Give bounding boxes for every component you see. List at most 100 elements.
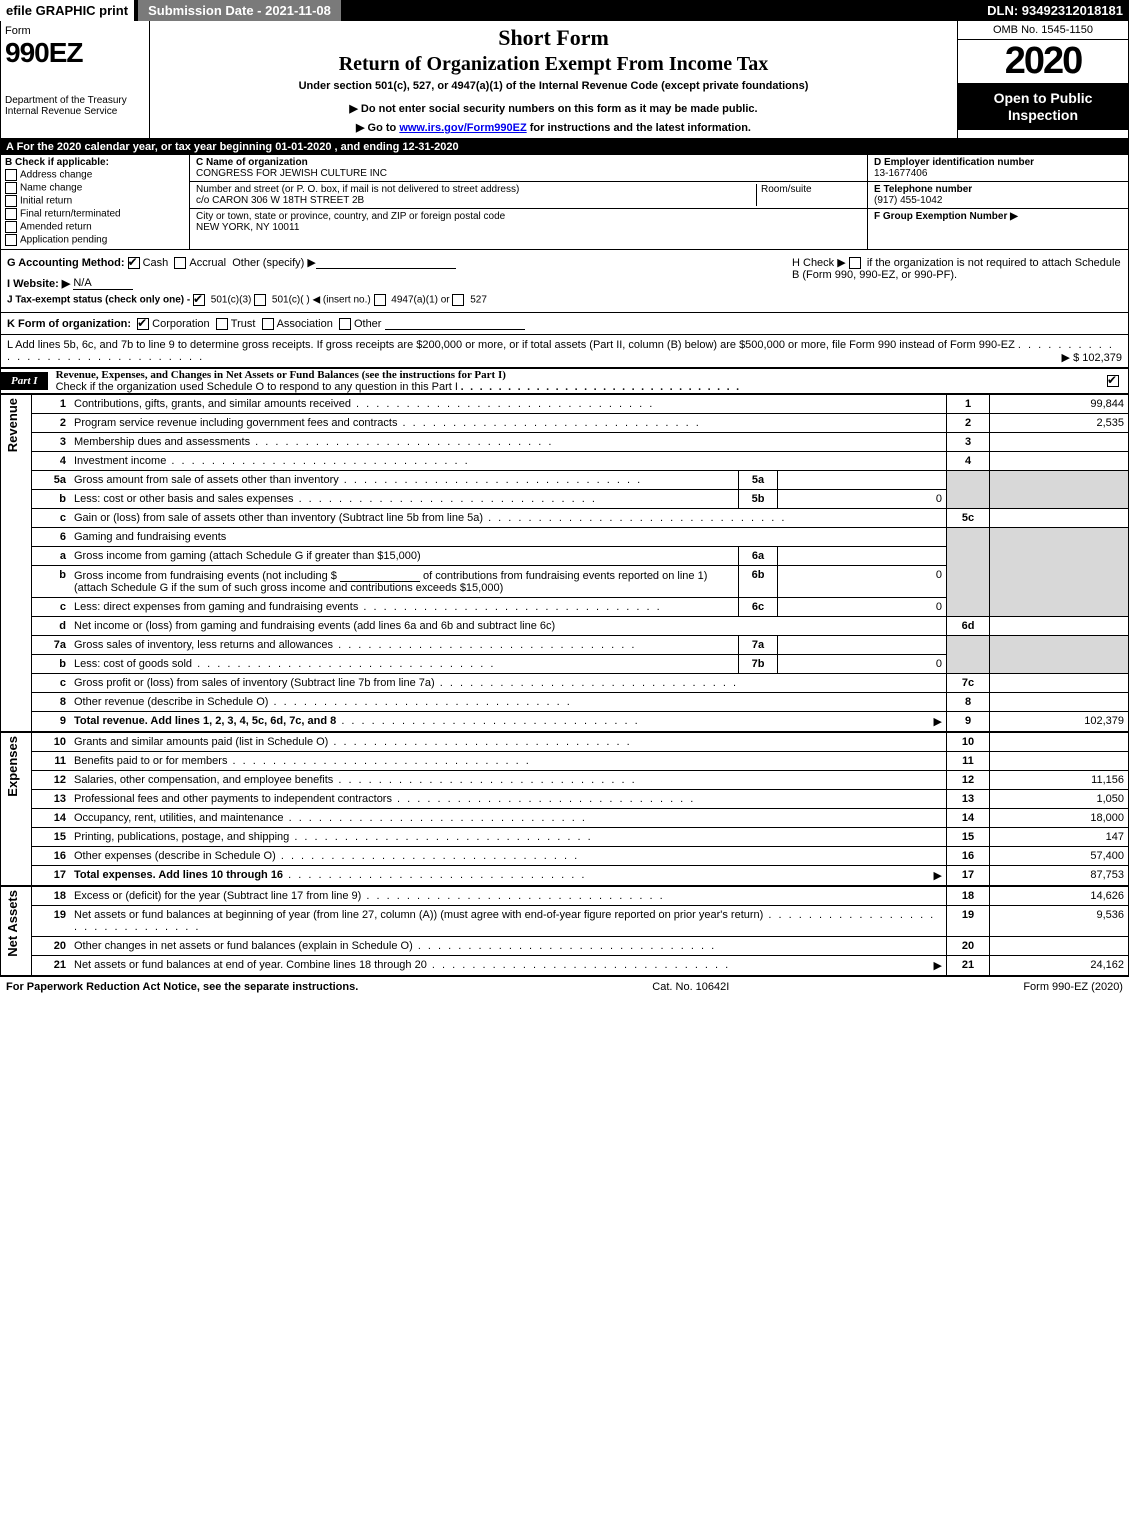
dept-treasury: Department of the Treasury bbox=[5, 95, 145, 106]
chk-cash[interactable] bbox=[128, 257, 140, 269]
row-k: K Form of organization: Corporation Trus… bbox=[0, 313, 1129, 335]
inamt-5b: 0 bbox=[778, 490, 947, 509]
side-expenses: Expenses bbox=[5, 736, 20, 797]
amt-18: 14,626 bbox=[990, 887, 1129, 906]
city-label: City or town, state or province, country… bbox=[196, 211, 861, 222]
line-15: 15 Printing, publications, postage, and … bbox=[1, 828, 1129, 847]
k-other-input[interactable] bbox=[385, 317, 525, 330]
amt-17: 87,753 bbox=[990, 866, 1129, 886]
amt-21: 24,162 bbox=[990, 956, 1129, 976]
amt-20 bbox=[990, 937, 1129, 956]
line-19: 19 Net assets or fund balances at beginn… bbox=[1, 906, 1129, 937]
amt-12: 11,156 bbox=[990, 771, 1129, 790]
chk-final-return[interactable]: Final return/terminated bbox=[5, 208, 185, 220]
amt-8 bbox=[990, 693, 1129, 712]
line-13: 13 Professional fees and other payments … bbox=[1, 790, 1129, 809]
chk-other-org[interactable] bbox=[339, 318, 351, 330]
paperwork-notice: For Paperwork Reduction Act Notice, see … bbox=[6, 981, 358, 993]
short-form-title: Short Form bbox=[154, 25, 953, 51]
org-name: CONGRESS FOR JEWISH CULTURE INC bbox=[196, 168, 861, 179]
chk-application-pending[interactable]: Application pending bbox=[5, 234, 185, 246]
chk-address-change[interactable]: Address change bbox=[5, 169, 185, 181]
line-8: 8 Other revenue (describe in Schedule O)… bbox=[1, 693, 1129, 712]
expenses-table: Expenses 10 Grants and similar amounts p… bbox=[0, 732, 1129, 886]
org-info-row: B Check if applicable: Address change Na… bbox=[0, 155, 1129, 250]
cat-no: Cat. No. 10642I bbox=[652, 981, 729, 993]
box-d-label: D Employer identification number bbox=[874, 157, 1122, 168]
header-right: OMB No. 1545-1150 2020 Open to Public In… bbox=[957, 21, 1128, 138]
form-header: Form 990EZ Department of the Treasury In… bbox=[0, 21, 1129, 139]
chk-trust[interactable] bbox=[216, 318, 228, 330]
revenue-table: Revenue 1 Contributions, gifts, grants, … bbox=[0, 394, 1129, 732]
line-21: 21 Net assets or fund balances at end of… bbox=[1, 956, 1129, 976]
page-footer: For Paperwork Reduction Act Notice, see … bbox=[0, 976, 1129, 997]
chk-501c3[interactable] bbox=[193, 294, 205, 306]
amt-15: 147 bbox=[990, 828, 1129, 847]
row-j: J Tax-exempt status (check only one) - 5… bbox=[7, 294, 792, 306]
amt-16: 57,400 bbox=[990, 847, 1129, 866]
chk-assoc[interactable] bbox=[262, 318, 274, 330]
6b-blank[interactable] bbox=[340, 569, 420, 582]
chk-501c[interactable] bbox=[254, 294, 266, 306]
row-h: H Check ▶ if the organization is not req… bbox=[792, 256, 1122, 306]
line-17: 17 Total expenses. Add lines 10 through … bbox=[1, 866, 1129, 886]
amt-19: 9,536 bbox=[990, 906, 1129, 937]
period-row: A For the 2020 calendar year, or tax yea… bbox=[0, 139, 1129, 155]
amt-4 bbox=[990, 452, 1129, 471]
amt-9: 102,379 bbox=[990, 712, 1129, 732]
inamt-5a bbox=[778, 471, 947, 490]
g-other-input[interactable] bbox=[316, 256, 456, 269]
box-c: C Name of organization CONGRESS FOR JEWI… bbox=[190, 155, 867, 249]
open-public: Open to Public Inspection bbox=[958, 84, 1128, 130]
org-city: NEW YORK, NY 10011 bbox=[196, 222, 861, 233]
form-word: Form bbox=[5, 25, 145, 37]
dln-label: DLN: 93492312018181 bbox=[981, 0, 1129, 21]
efile-label: efile GRAPHIC print bbox=[0, 0, 134, 21]
irs-link[interactable]: www.irs.gov/Form990EZ bbox=[399, 122, 526, 134]
chk-schedule-b[interactable] bbox=[849, 257, 861, 269]
amt-14: 18,000 bbox=[990, 809, 1129, 828]
form-number: 990EZ bbox=[5, 37, 145, 69]
chk-corp[interactable] bbox=[137, 318, 149, 330]
line-7c: c Gross profit or (loss) from sales of i… bbox=[1, 674, 1129, 693]
chk-527[interactable] bbox=[452, 294, 464, 306]
line-6d: d Net income or (loss) from gaming and f… bbox=[1, 617, 1129, 636]
line-5c: c Gain or (loss) from sale of assets oth… bbox=[1, 509, 1129, 528]
line-16: 16 Other expenses (describe in Schedule … bbox=[1, 847, 1129, 866]
amt-6d bbox=[990, 617, 1129, 636]
goto-line: ▶ Go to www.irs.gov/Form990EZ for instru… bbox=[154, 121, 953, 134]
part1-sub: Check if the organization used Schedule … bbox=[56, 381, 458, 393]
row-l: L Add lines 5b, 6c, and 7b to line 9 to … bbox=[0, 335, 1129, 368]
website-value: N/A bbox=[73, 277, 133, 290]
chk-name-change[interactable]: Name change bbox=[5, 182, 185, 194]
phone-value: (917) 455-1042 bbox=[874, 195, 1122, 206]
row-g: G Accounting Method: Cash Accrual Other … bbox=[7, 256, 792, 306]
chk-4947[interactable] bbox=[374, 294, 386, 306]
inamt-7b: 0 bbox=[778, 655, 947, 674]
l-amount: ▶ $ 102,379 bbox=[1062, 351, 1122, 364]
part1-header: Part I Revenue, Expenses, and Changes in… bbox=[0, 368, 1129, 394]
under-section: Under section 501(c), 527, or 4947(a)(1)… bbox=[154, 80, 953, 92]
return-title: Return of Organization Exempt From Incom… bbox=[154, 53, 953, 76]
part1-title: Revenue, Expenses, and Changes in Net As… bbox=[56, 369, 506, 381]
chk-accrual[interactable] bbox=[174, 257, 186, 269]
box-f-label: F Group Exemption Number ▶ bbox=[874, 211, 1122, 222]
inamt-7a bbox=[778, 636, 947, 655]
row-gh: G Accounting Method: Cash Accrual Other … bbox=[0, 250, 1129, 313]
chk-amended-return[interactable]: Amended return bbox=[5, 221, 185, 233]
netassets-table: Net Assets 18 Excess or (deficit) for th… bbox=[0, 886, 1129, 976]
amt-5c bbox=[990, 509, 1129, 528]
room-suite-label: Room/suite bbox=[756, 184, 861, 206]
amt-7c bbox=[990, 674, 1129, 693]
amt-2: 2,535 bbox=[990, 414, 1129, 433]
line-9: 9 Total revenue. Add lines 1, 2, 3, 4, 5… bbox=[1, 712, 1129, 732]
chk-initial-return[interactable]: Initial return bbox=[5, 195, 185, 207]
line-6: 6 Gaming and fundraising events bbox=[1, 528, 1129, 547]
line-7a: 7a Gross sales of inventory, less return… bbox=[1, 636, 1129, 655]
line-4: 4 Investment income 4 bbox=[1, 452, 1129, 471]
amt-11 bbox=[990, 752, 1129, 771]
line-3: 3 Membership dues and assessments 3 bbox=[1, 433, 1129, 452]
line-14: 14 Occupancy, rent, utilities, and maint… bbox=[1, 809, 1129, 828]
chk-schedule-o[interactable] bbox=[1107, 375, 1119, 387]
org-address: c/o CARON 306 W 18TH STREET 2B bbox=[196, 195, 756, 206]
